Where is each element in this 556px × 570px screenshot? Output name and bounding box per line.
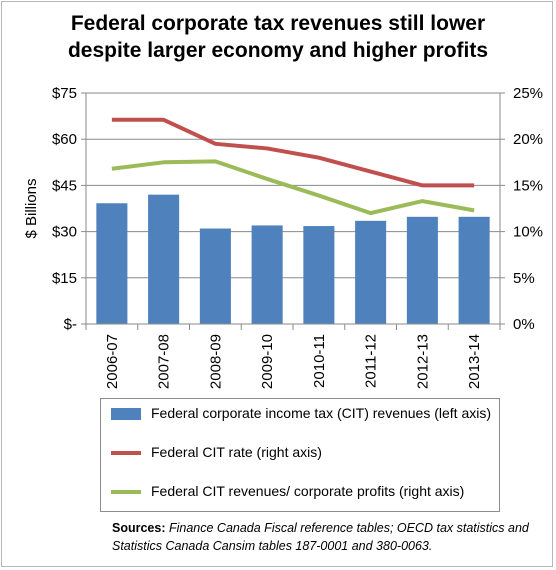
right-tick-label-5: 25% bbox=[513, 85, 543, 102]
left-tick-label-3: $45 bbox=[52, 177, 77, 194]
axes bbox=[81, 92, 505, 330]
left-tick-label-0: $- bbox=[64, 316, 77, 333]
y-axis-title: $ Billions bbox=[23, 178, 40, 238]
legend-label-cit-rate: Federal CIT rate (right axis) bbox=[151, 444, 322, 460]
right-tick-label-2: 10% bbox=[513, 224, 543, 241]
right-tick-label-1: 5% bbox=[513, 270, 535, 287]
chart-title: Federal corporate tax revenues still low… bbox=[0, 10, 556, 64]
source-heading: Sources: bbox=[112, 521, 166, 535]
left-tick-label-4: $60 bbox=[52, 131, 77, 148]
source-text: Finance Canada Fiscal reference tables; … bbox=[112, 521, 529, 553]
chart-title-line-2: despite larger economy and higher profit… bbox=[67, 39, 489, 62]
left-tick-label-1: $15 bbox=[52, 270, 77, 287]
category-label-2011-12: 2011-12 bbox=[363, 334, 380, 388]
axis-labels: $- $15 $30 $45 $60 $75 0% 5% 10% 15% 20% 25% 2006-07… bbox=[23, 85, 543, 389]
bar-2008-09 bbox=[199, 228, 231, 324]
legend-label-cit-revenues: Federal corporate income tax (CIT) reven… bbox=[151, 405, 492, 421]
chart-title-line-1: Federal corporate tax revenues still low… bbox=[70, 12, 486, 35]
legend-label-cit-profits: Federal CIT revenues/ corporate profits … bbox=[151, 483, 465, 499]
line-series bbox=[111, 117, 475, 216]
legend-swatch-cit-profits bbox=[111, 490, 141, 494]
bar-2011-12 bbox=[355, 220, 387, 324]
line-cit-rate bbox=[111, 117, 475, 188]
line-cit-profits bbox=[111, 159, 475, 216]
category-label-2006-07: 2006-07 bbox=[104, 334, 121, 389]
source-note: Sources: Finance Canada Fiscal reference… bbox=[112, 519, 542, 555]
category-label-2010-11: 2010-11 bbox=[311, 334, 328, 388]
category-label-2013-14: 2013-14 bbox=[466, 334, 483, 389]
legend-swatch-cit-revenues bbox=[111, 408, 141, 420]
left-tick-label-5: $75 bbox=[52, 85, 77, 102]
bar-2006-07 bbox=[96, 203, 128, 324]
bar-2013-14 bbox=[458, 216, 490, 324]
bar-2010-11 bbox=[303, 226, 335, 324]
right-tick-label-0: 0% bbox=[513, 316, 535, 333]
bar-2012-13 bbox=[406, 216, 438, 324]
bar-2009-10 bbox=[251, 225, 283, 324]
right-tick-label-4: 20% bbox=[513, 131, 543, 148]
category-label-2007-08: 2007-08 bbox=[156, 334, 173, 389]
legend: Federal corporate income tax (CIT) reven… bbox=[100, 398, 500, 512]
bar-2007-08 bbox=[148, 194, 180, 324]
category-label-2012-13: 2012-13 bbox=[414, 334, 431, 389]
bar-series bbox=[96, 194, 490, 324]
right-tick-label-3: 15% bbox=[513, 177, 543, 194]
chart-plot: $- $15 $30 $45 $60 $75 0% 5% 10% 15% 20% 25% 2006-07… bbox=[23, 85, 543, 389]
left-tick-label-2: $30 bbox=[52, 224, 77, 241]
legend-swatch-cit-rate bbox=[111, 451, 141, 455]
category-label-2009-10: 2009-10 bbox=[259, 334, 276, 389]
category-label-2008-09: 2008-09 bbox=[207, 334, 224, 389]
